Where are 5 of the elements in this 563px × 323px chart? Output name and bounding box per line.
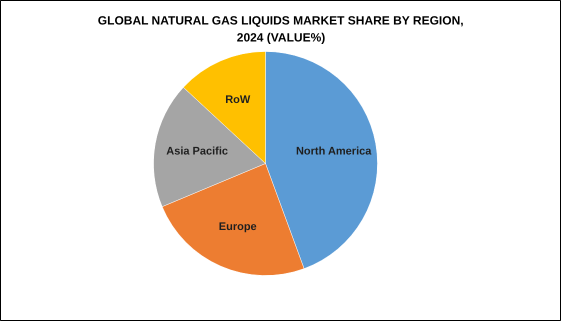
slice-label: RoW xyxy=(225,94,251,106)
chart-title: GLOBAL NATURAL GAS LIQUIDS MARKET SHARE BY REGION, 2024 (VALUE%) xyxy=(98,14,464,44)
slice-label: Asia Pacific xyxy=(166,145,228,158)
slice-label: Europe xyxy=(218,221,257,234)
slice-label: North America xyxy=(296,145,372,158)
